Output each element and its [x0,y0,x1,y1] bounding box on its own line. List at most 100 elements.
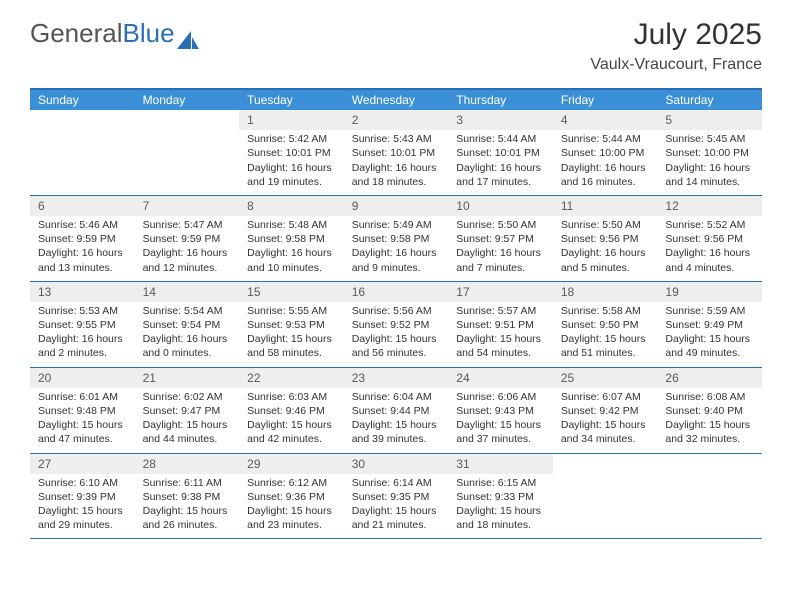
day-header: Tuesday [239,90,344,110]
calendar-week: 6Sunrise: 5:46 AMSunset: 9:59 PMDaylight… [30,196,762,282]
day-body: Sunrise: 6:06 AMSunset: 9:43 PMDaylight:… [448,388,553,453]
day-body: Sunrise: 6:11 AMSunset: 9:38 PMDaylight:… [135,474,240,539]
day-number: 12 [657,196,762,216]
day-number: 21 [135,368,240,388]
day-body: Sunrise: 5:45 AMSunset: 10:00 PMDaylight… [657,130,762,195]
calendar-cell: 24Sunrise: 6:06 AMSunset: 9:43 PMDayligh… [448,368,553,453]
calendar-cell: 5Sunrise: 5:45 AMSunset: 10:00 PMDayligh… [657,110,762,195]
day-body: Sunrise: 5:59 AMSunset: 9:49 PMDaylight:… [657,302,762,367]
day-body: Sunrise: 5:44 AMSunset: 10:00 PMDaylight… [553,130,658,195]
day-body: Sunrise: 5:49 AMSunset: 9:58 PMDaylight:… [344,216,449,281]
calendar-cell: 2Sunrise: 5:43 AMSunset: 10:01 PMDayligh… [344,110,449,195]
day-number: 1 [239,110,344,130]
calendar-cell: 17Sunrise: 5:57 AMSunset: 9:51 PMDayligh… [448,282,553,367]
day-body: Sunrise: 6:03 AMSunset: 9:46 PMDaylight:… [239,388,344,453]
calendar-cell: 10Sunrise: 5:50 AMSunset: 9:57 PMDayligh… [448,196,553,281]
title-block: July 2025 Vaulx-Vraucourt, France [590,18,762,74]
calendar-cell: 19Sunrise: 5:59 AMSunset: 9:49 PMDayligh… [657,282,762,367]
calendar-cell: 18Sunrise: 5:58 AMSunset: 9:50 PMDayligh… [553,282,658,367]
day-number: 29 [239,454,344,474]
header: GeneralBlue July 2025 Vaulx-Vraucourt, F… [0,0,792,82]
calendar-body: 1Sunrise: 5:42 AMSunset: 10:01 PMDayligh… [30,110,762,539]
calendar-cell: 9Sunrise: 5:49 AMSunset: 9:58 PMDaylight… [344,196,449,281]
calendar-cell: 29Sunrise: 6:12 AMSunset: 9:36 PMDayligh… [239,454,344,539]
calendar-cell [657,454,762,539]
day-body: Sunrise: 5:57 AMSunset: 9:51 PMDaylight:… [448,302,553,367]
day-number [30,110,135,130]
day-number: 9 [344,196,449,216]
day-number: 7 [135,196,240,216]
day-number: 15 [239,282,344,302]
calendar-cell: 30Sunrise: 6:14 AMSunset: 9:35 PMDayligh… [344,454,449,539]
calendar-week: 13Sunrise: 5:53 AMSunset: 9:55 PMDayligh… [30,282,762,368]
calendar-cell: 12Sunrise: 5:52 AMSunset: 9:56 PMDayligh… [657,196,762,281]
day-number: 10 [448,196,553,216]
calendar-cell: 15Sunrise: 5:55 AMSunset: 9:53 PMDayligh… [239,282,344,367]
day-body: Sunrise: 5:50 AMSunset: 9:56 PMDaylight:… [553,216,658,281]
calendar-header-row: SundayMondayTuesdayWednesdayThursdayFrid… [30,90,762,110]
day-number: 5 [657,110,762,130]
day-body: Sunrise: 6:10 AMSunset: 9:39 PMDaylight:… [30,474,135,539]
calendar-cell: 20Sunrise: 6:01 AMSunset: 9:48 PMDayligh… [30,368,135,453]
day-body: Sunrise: 6:08 AMSunset: 9:40 PMDaylight:… [657,388,762,453]
day-number: 27 [30,454,135,474]
day-body: Sunrise: 5:54 AMSunset: 9:54 PMDaylight:… [135,302,240,367]
calendar-cell: 25Sunrise: 6:07 AMSunset: 9:42 PMDayligh… [553,368,658,453]
day-number: 31 [448,454,553,474]
day-number: 26 [657,368,762,388]
day-number: 22 [239,368,344,388]
calendar-cell [30,110,135,195]
day-body: Sunrise: 5:53 AMSunset: 9:55 PMDaylight:… [30,302,135,367]
calendar-cell: 28Sunrise: 6:11 AMSunset: 9:38 PMDayligh… [135,454,240,539]
calendar-cell: 7Sunrise: 5:47 AMSunset: 9:59 PMDaylight… [135,196,240,281]
day-number: 17 [448,282,553,302]
day-number [553,454,658,474]
calendar-cell: 14Sunrise: 5:54 AMSunset: 9:54 PMDayligh… [135,282,240,367]
calendar-week: 27Sunrise: 6:10 AMSunset: 9:39 PMDayligh… [30,454,762,540]
day-body: Sunrise: 5:56 AMSunset: 9:52 PMDaylight:… [344,302,449,367]
day-body: Sunrise: 6:14 AMSunset: 9:35 PMDaylight:… [344,474,449,539]
calendar-cell: 26Sunrise: 6:08 AMSunset: 9:40 PMDayligh… [657,368,762,453]
sail-icon [177,25,199,43]
day-number: 23 [344,368,449,388]
day-number: 8 [239,196,344,216]
day-number: 30 [344,454,449,474]
day-body: Sunrise: 5:46 AMSunset: 9:59 PMDaylight:… [30,216,135,281]
calendar-cell: 31Sunrise: 6:15 AMSunset: 9:33 PMDayligh… [448,454,553,539]
day-number: 18 [553,282,658,302]
day-number [657,454,762,474]
day-header: Monday [135,90,240,110]
day-body: Sunrise: 5:47 AMSunset: 9:59 PMDaylight:… [135,216,240,281]
day-body: Sunrise: 5:42 AMSunset: 10:01 PMDaylight… [239,130,344,195]
day-body: Sunrise: 5:55 AMSunset: 9:53 PMDaylight:… [239,302,344,367]
day-header: Friday [553,90,658,110]
day-number: 16 [344,282,449,302]
calendar-cell: 13Sunrise: 5:53 AMSunset: 9:55 PMDayligh… [30,282,135,367]
calendar-cell: 6Sunrise: 5:46 AMSunset: 9:59 PMDaylight… [30,196,135,281]
day-body: Sunrise: 5:44 AMSunset: 10:01 PMDaylight… [448,130,553,195]
calendar-week: 20Sunrise: 6:01 AMSunset: 9:48 PMDayligh… [30,368,762,454]
day-number: 2 [344,110,449,130]
calendar-cell [553,454,658,539]
day-body: Sunrise: 6:07 AMSunset: 9:42 PMDaylight:… [553,388,658,453]
day-header: Wednesday [344,90,449,110]
day-number: 13 [30,282,135,302]
calendar-cell: 22Sunrise: 6:03 AMSunset: 9:46 PMDayligh… [239,368,344,453]
day-number [135,110,240,130]
calendar: SundayMondayTuesdayWednesdayThursdayFrid… [30,88,762,539]
day-body: Sunrise: 6:15 AMSunset: 9:33 PMDaylight:… [448,474,553,539]
calendar-cell: 16Sunrise: 5:56 AMSunset: 9:52 PMDayligh… [344,282,449,367]
calendar-cell: 1Sunrise: 5:42 AMSunset: 10:01 PMDayligh… [239,110,344,195]
month-title: July 2025 [590,18,762,52]
calendar-cell: 23Sunrise: 6:04 AMSunset: 9:44 PMDayligh… [344,368,449,453]
calendar-cell: 21Sunrise: 6:02 AMSunset: 9:47 PMDayligh… [135,368,240,453]
day-number: 28 [135,454,240,474]
calendar-cell: 11Sunrise: 5:50 AMSunset: 9:56 PMDayligh… [553,196,658,281]
day-body: Sunrise: 6:01 AMSunset: 9:48 PMDaylight:… [30,388,135,453]
day-body: Sunrise: 6:04 AMSunset: 9:44 PMDaylight:… [344,388,449,453]
day-number: 20 [30,368,135,388]
day-number: 11 [553,196,658,216]
calendar-cell: 27Sunrise: 6:10 AMSunset: 9:39 PMDayligh… [30,454,135,539]
day-number: 6 [30,196,135,216]
day-body: Sunrise: 6:12 AMSunset: 9:36 PMDaylight:… [239,474,344,539]
